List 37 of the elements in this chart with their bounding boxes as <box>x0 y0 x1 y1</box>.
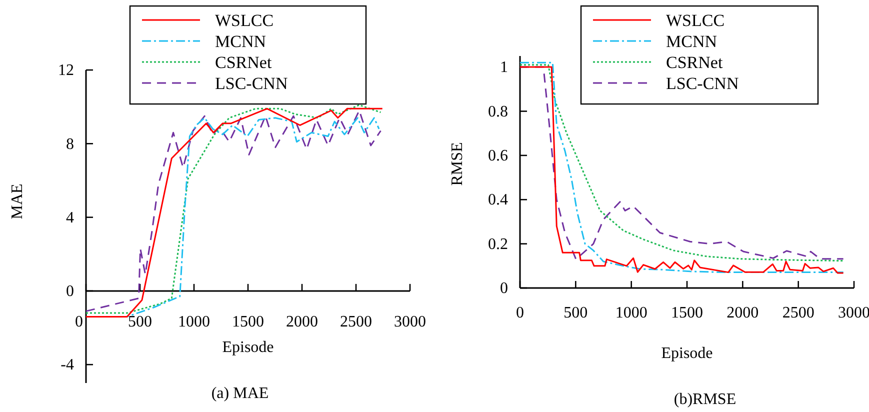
x-axis-title: Episode <box>222 339 274 356</box>
text: (a) MAE <box>211 385 269 402</box>
y-tick-label: 0.8 <box>488 103 508 120</box>
y-axis-title: MAE <box>9 184 26 220</box>
y-axis-title: RMSE <box>449 142 466 186</box>
x-axis-title: Episode <box>661 345 713 362</box>
y-tick-label: 0.6 <box>488 148 508 165</box>
legend-label: MCNN <box>215 32 266 51</box>
y-tick-label: 4 <box>66 209 74 226</box>
legend-label: WSLCC <box>215 11 274 30</box>
x-tick-label: 2500 <box>340 313 372 330</box>
y-tick-label: 0.2 <box>488 236 508 253</box>
x-tick-label: 500 <box>128 313 152 330</box>
y-tick-label: 12 <box>58 62 74 80</box>
x-tick-label: 2000 <box>726 304 759 322</box>
legend-label: CSRNet <box>215 53 272 72</box>
legend-label: WSLCC <box>666 11 725 30</box>
x-tick-label: 1000 <box>178 313 210 330</box>
y-tick-label: -4 <box>60 356 74 374</box>
legend-label: LSC-CNN <box>666 74 739 93</box>
y-tick-label: 0 <box>66 283 74 300</box>
legend-label: LSC-CNN <box>215 74 288 93</box>
legend-label: MCNN <box>666 32 718 51</box>
x-tick-label: 2500 <box>782 304 814 322</box>
x-tick-label: 3000 <box>394 313 426 330</box>
x-tick-label: 500 <box>564 304 588 322</box>
x-tick-label: 1000 <box>615 304 648 322</box>
x-tick-label: 0 <box>516 304 524 322</box>
y-tick-label: 8 <box>66 136 74 153</box>
y-tick-label: 0.4 <box>488 192 508 209</box>
y-tick-label: 0 <box>500 280 508 298</box>
x-tick-label: 1500 <box>232 313 264 330</box>
y-tick-label: 1 <box>500 59 508 76</box>
text: (b)RMSE <box>674 391 736 408</box>
legend-label: CSRNet <box>666 53 723 72</box>
x-tick-label: 2000 <box>286 313 318 330</box>
x-tick-label: 1500 <box>671 304 703 322</box>
